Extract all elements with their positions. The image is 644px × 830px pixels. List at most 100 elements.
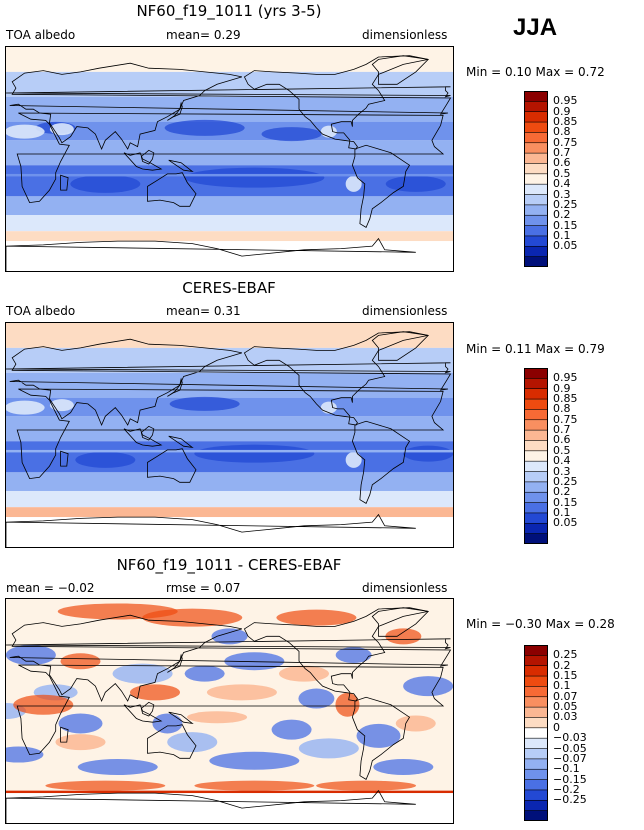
panel-2-minmax: Min = 0.11 Max = 0.79 [466,342,605,356]
colorbar-tick-label: −0.25 [553,793,587,807]
coastline [371,607,430,637]
colorbar-swatch [523,675,549,688]
panel-3-rmse-label: rmse = 0.07 [166,581,241,595]
colorbar-swatch [523,378,549,390]
coastline [60,726,69,743]
colorbar-tick-label: 0.05 [553,700,578,714]
negative-anomaly [403,676,453,697]
colorbar-swatch [523,481,549,494]
colorbar-swatch [523,686,549,698]
panel-3-title: NF60_f19_1011 - CERES-EBAF [116,556,342,574]
colorbar-tick-label: 0.95 [553,371,578,385]
low-albedo-region [169,396,240,411]
colorbar-border [524,645,548,821]
coastline [6,86,451,98]
colorbar-tick-label: 0.85 [553,392,578,406]
weak-positive-anomaly [55,734,106,751]
colorbar-tick-label: 0.4 [553,177,571,191]
panel-1-colorbar: 0.95 0.9 0.85 0.8 0.75 0.7 0.6 0.5 0.4 0.3 0.25 0.2… [523,90,578,268]
colorbar-tick-label: −0.1 [553,762,580,776]
colorbar-swatch [523,101,549,113]
colorbar-swatch [523,429,549,442]
colorbar-swatch [523,768,549,781]
colorbar-swatch [523,665,549,677]
coastline [9,62,452,151]
negative-anomaly [356,723,401,748]
arctic-band [6,47,453,72]
high-albedo-region [345,175,362,192]
colorbar-tick-label: 0.8 [553,402,571,416]
colorbar-swatch [523,779,549,791]
positive-anomaly [276,609,357,626]
colorbar-swatch [523,644,549,657]
coastline [147,172,197,207]
panel-3-minmax: Min = −0.30 Max = 0.28 [466,617,615,631]
colorbar-swatch [523,388,549,400]
coastline [167,377,183,397]
colorbar-svg [523,367,549,545]
colorbar-swatch [523,450,549,462]
weak-positive-anomaly [187,711,248,724]
coastline [9,614,452,703]
coastline [6,513,416,547]
colorbar-tick-label: 0.5 [553,166,571,180]
map-svg [6,599,453,823]
coastline [167,653,183,673]
coastline [6,362,451,374]
low-albedo-region [403,445,453,462]
colorbar-swatch [523,491,549,504]
colorbar-tick-label: 0.4 [553,454,571,468]
colorbar-swatch [523,696,549,708]
colorbar-tick-label: 0.95 [553,94,578,108]
positive-anomaly [335,692,360,717]
low-albedo-region [261,127,322,142]
positive-anomaly [385,628,422,645]
weak-positive-anomaly [206,684,277,701]
colorbar-tick-label: −0.07 [553,751,587,765]
high-albedo-region [345,451,362,468]
panel-1-title: NF60_f19_1011 (yrs 3-5) [136,2,322,20]
high-albedo-region [6,400,45,415]
colorbar-svg [523,90,549,268]
colorbar-svg [523,644,549,822]
colorbar-tick-label: 0.07 [553,689,578,703]
colorbar-tick-label: 0.25 [553,474,578,488]
colorbar-tick-label: 0.15 [553,218,578,232]
low-albedo-region [164,119,245,136]
colorbar-border [524,91,548,267]
colorbar-swatch [523,121,549,134]
no-data-band [6,793,453,823]
coastline [6,237,416,271]
colorbar-tick-label: 0.7 [553,423,571,437]
coastline [16,388,445,480]
panel-2-variable-label: TOA albedo [6,304,76,318]
map-svg [6,323,453,547]
storm-track-band [6,215,453,232]
coastline [6,789,416,823]
coastline [6,638,451,650]
coastline [243,55,429,150]
coastline [9,338,452,427]
colorbar-tick-label: 0.05 [553,239,578,253]
colorbar-tick-label: 0.15 [553,495,578,509]
colorbar-swatch [523,810,549,822]
positive-anomaly [13,694,74,715]
negative-anomaly [335,647,372,663]
colorbar-swatch [523,132,549,144]
colorbar-swatch [523,142,549,154]
coastline [243,331,429,426]
coastline [168,711,194,725]
colorbar-tick-label: 0.25 [553,197,578,211]
colorbar-tick-label: 0.85 [553,115,578,129]
colorbar-tick-label: 0.1 [553,505,571,519]
coastline [147,724,197,759]
colorbar-swatch [523,111,549,123]
coastline [140,425,155,441]
colorbar-tick-label: 0.2 [553,658,571,672]
colorbar-swatch [523,214,549,227]
itcz-band [6,416,453,442]
southern-ocean-band [6,507,453,518]
positive-anomaly [316,780,417,791]
negative-anomaly [6,746,44,763]
itcz-band [6,140,453,166]
